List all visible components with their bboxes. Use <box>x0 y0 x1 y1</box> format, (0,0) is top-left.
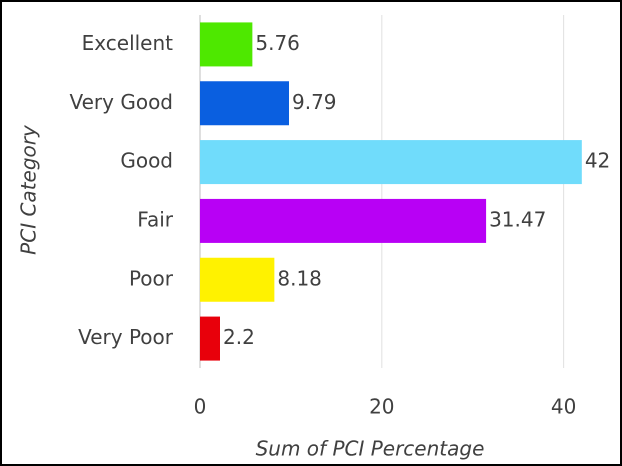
y-tick-label: Good <box>120 149 173 173</box>
bar <box>200 198 487 243</box>
bar <box>200 140 582 185</box>
y-tick-label: Very Poor <box>78 325 174 349</box>
y-tick-label: Excellent <box>82 31 174 55</box>
bar <box>200 22 253 67</box>
y-axis-title: PCI Category <box>17 124 41 255</box>
bar <box>200 316 220 361</box>
data-label: 31.47 <box>489 207 546 231</box>
bar <box>200 81 289 126</box>
x-tick-label: 20 <box>369 395 394 419</box>
y-tick-label: Very Good <box>69 90 173 114</box>
data-label: 5.76 <box>255 31 300 55</box>
bar <box>200 257 275 302</box>
data-label: 9.79 <box>292 90 337 114</box>
x-tick-label: 40 <box>551 395 576 419</box>
y-tick-label: Poor <box>129 266 174 290</box>
data-label: 2.2 <box>223 325 255 349</box>
data-label: 42 <box>585 149 610 173</box>
x-tick-label: 0 <box>194 395 207 419</box>
y-tick-label: Fair <box>137 207 173 231</box>
data-label: 8.18 <box>277 266 322 290</box>
x-axis-title: Sum of PCI Percentage <box>256 437 485 461</box>
